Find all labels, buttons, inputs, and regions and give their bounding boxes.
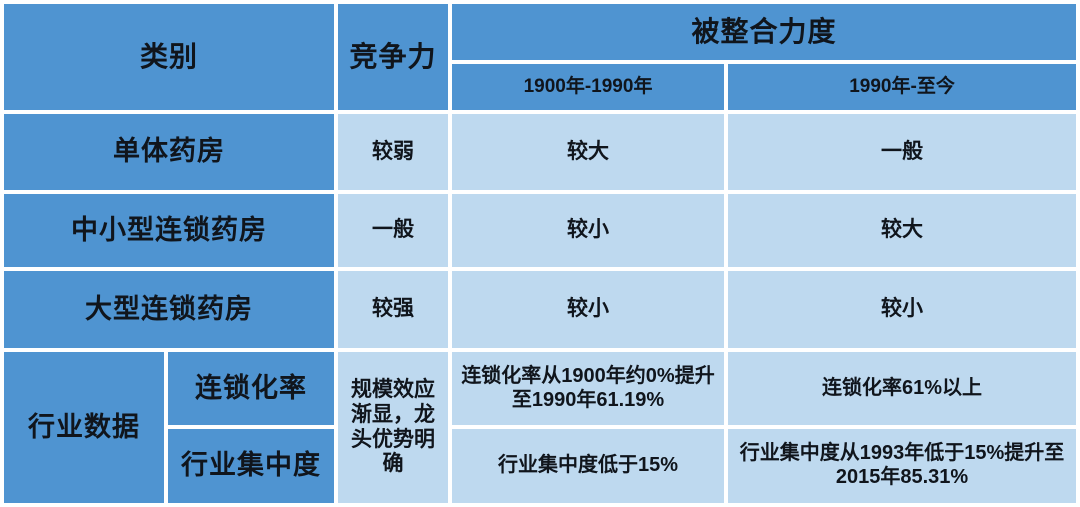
row-label-smb-chain-pharmacy: 中小型连锁药房: [4, 194, 335, 267]
table-row-chain-rate: 行业数据 连锁化率 规模效应渐显，龙头优势明确 连锁化率从1900年约0%提升至…: [4, 352, 1077, 503]
header-row-periods: 1900年-1990年 1990年-至今: [4, 64, 1077, 110]
cell-period1: 较小: [452, 194, 725, 267]
row-label-large-chain-pharmacy: 大型连锁药房: [4, 271, 335, 348]
cell-competitiveness: 一般: [338, 194, 449, 267]
cell-competitiveness: 较弱: [338, 114, 449, 190]
cell-period2: 一般: [728, 114, 1077, 190]
cell-period1: 较大: [452, 114, 725, 190]
header-period-1990-now: 1990年-至今: [728, 64, 1077, 110]
cell-chain-rate-period2: 连锁化率61%以上: [728, 352, 1077, 425]
row-label-industry-concentration: 行业集中度: [168, 429, 335, 503]
cell-industry-competitiveness: 规模效应渐显，龙头优势明确: [338, 352, 449, 503]
cell-chain-rate-period1: 连锁化率从1900年约0%提升至1990年61.19%: [452, 352, 725, 425]
header-category: 类别: [4, 4, 335, 110]
cell-period2: 较大: [728, 194, 1077, 267]
cell-period1: 较小: [452, 271, 725, 348]
cell-concentration-period2: 行业集中度从1993年低于15%提升至2015年85.31%: [728, 429, 1077, 503]
cell-competitiveness: 较强: [338, 271, 449, 348]
row-label-industry-data: 行业数据: [4, 352, 164, 503]
header-period-1900-1990: 1900年-1990年: [452, 64, 725, 110]
table-row-large-chain-pharmacy: 大型连锁药房 较强 较小 较小: [4, 271, 1077, 348]
header-competitiveness: 竞争力: [338, 4, 449, 110]
cell-period2: 较小: [728, 271, 1077, 348]
row-label-single-pharmacy: 单体药房: [4, 114, 335, 190]
table-row-single-pharmacy: 单体药房 较弱 较大 一般: [4, 114, 1077, 190]
cell-concentration-period1: 行业集中度低于15%: [452, 429, 725, 503]
table-row-smb-chain-pharmacy: 中小型连锁药房 一般 较小 较大: [4, 194, 1077, 267]
header-row-top: 类别 竞争力 被整合力度: [4, 4, 1077, 110]
table-row-industry-concentration: 行业集中度 行业集中度低于15% 行业集中度从1993年低于15%提升至2015…: [4, 429, 1077, 503]
row-label-chain-rate: 连锁化率: [168, 352, 335, 425]
header-integration: 被整合力度: [452, 4, 1077, 60]
